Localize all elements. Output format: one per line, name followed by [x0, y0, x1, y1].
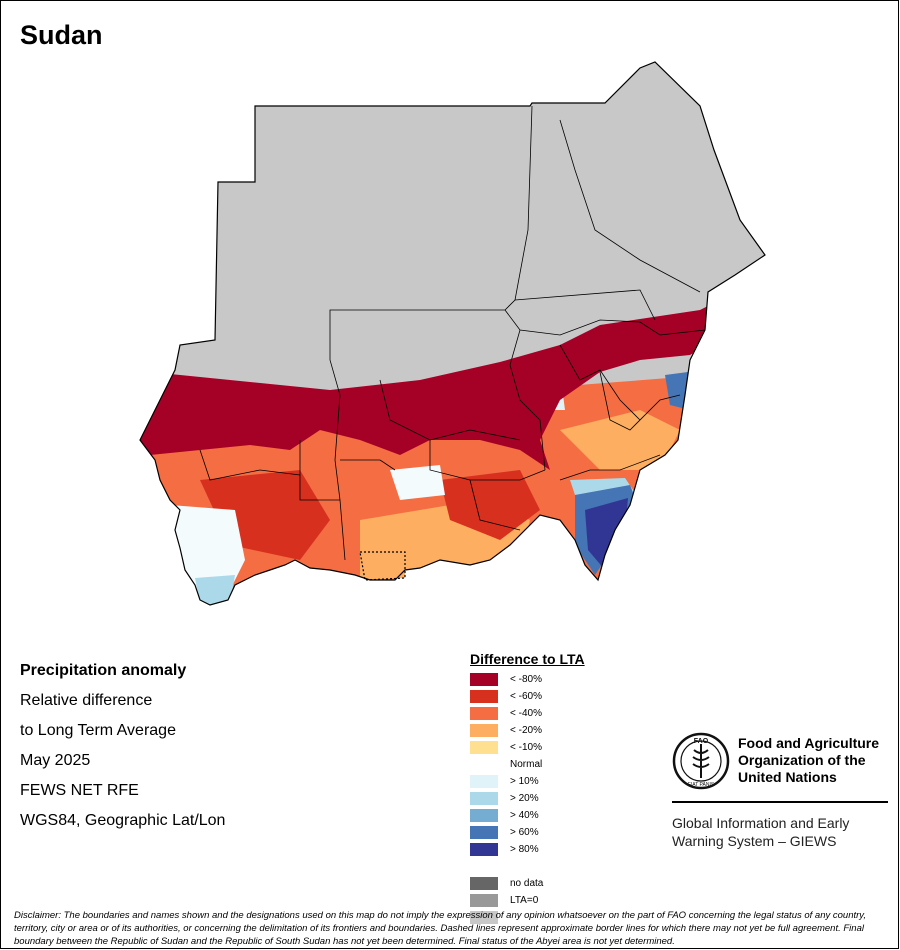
map-info-block: Precipitation anomaly Relative differenc… [20, 656, 225, 836]
anomaly-zone-extreme-deficit [140, 300, 720, 470]
legend-swatch [470, 894, 498, 907]
legend-label: LTA=0 [510, 895, 539, 906]
map-title: Sudan [20, 20, 103, 50]
legend-swatch [470, 775, 498, 788]
legend-label: no data [510, 878, 544, 889]
legend-swatch [470, 673, 498, 686]
legend-label: > 20% [510, 793, 539, 804]
legend: Difference to LTA < -80% < -60% < -40% < -2… [470, 651, 585, 926]
legend-rows: < -80% < -60% < -40% < -20% < -10% Normal > 10… [470, 671, 585, 926]
giews-line: Global Information and Early [672, 815, 850, 831]
legend-label: > 80% [510, 844, 539, 855]
legend-label: < -10% [510, 742, 542, 753]
anomaly-zone-dark-blue-east [585, 498, 628, 570]
svg-text:FIAT PANIS: FIAT PANIS [688, 782, 715, 788]
legend-label: Normal [510, 759, 543, 770]
map-info-line: to Long Term Average [20, 722, 176, 739]
legend-item: > 60% [470, 824, 585, 841]
fao-name-line: Organization of the [738, 752, 866, 768]
legend-swatch [470, 758, 498, 771]
legend-label: < -20% [510, 725, 542, 736]
fao-name-line: United Nations [738, 769, 837, 785]
disclaimer: Disclaimer: The boundaries and names sho… [14, 910, 866, 947]
anomaly-zone-light-blue-southwest [195, 575, 235, 605]
legend-swatch [470, 707, 498, 720]
map-info-line: May 2025 [20, 752, 91, 769]
legend-item [470, 858, 585, 875]
state-boundaries [199, 105, 706, 561]
legend-item: > 10% [470, 773, 585, 790]
giews-label: Global Information and Early Warning Sys… [672, 814, 892, 850]
legend-item: < -80% [470, 671, 585, 688]
legend-swatch [470, 826, 498, 839]
legend-item: < -20% [470, 722, 585, 739]
legend-swatch [470, 741, 498, 754]
legend-item: < -40% [470, 705, 585, 722]
fao-organization-name: Food and Agriculture Organization of the… [738, 735, 879, 786]
legend-item [470, 909, 585, 926]
legend-label: < -80% [510, 674, 542, 685]
legend-label: > 60% [510, 827, 539, 838]
sudan-anomaly-map [139, 61, 766, 606]
giews-line: Warning System – GIEWS [672, 833, 837, 849]
legend-swatch [470, 860, 498, 873]
legend-swatch [470, 843, 498, 856]
legend-item: Normal [470, 756, 585, 773]
legend-item: < -10% [470, 739, 585, 756]
legend-swatch [470, 877, 498, 890]
legend-item: > 20% [470, 790, 585, 807]
legend-label: < -40% [510, 708, 542, 719]
legend-item: no data [470, 875, 585, 892]
map-info-line: Relative difference [20, 692, 153, 709]
fao-logo-icon: FAO FIAT PANIS [672, 732, 730, 790]
legend-item: LTA=0 [470, 892, 585, 909]
svg-text:FAO: FAO [694, 738, 709, 745]
legend-item: < -60% [470, 688, 585, 705]
legend-swatch [470, 792, 498, 805]
legend-title: Difference to LTA [470, 651, 585, 667]
anomaly-zone-light-orange-2 [560, 410, 680, 470]
abyei-area-outline [359, 551, 406, 581]
anomaly-zone-deep-red-south [440, 470, 540, 540]
legend-swatch [470, 911, 498, 924]
legend-swatch [470, 690, 498, 703]
legend-swatch [470, 809, 498, 822]
map-area [139, 61, 766, 606]
fao-divider [672, 801, 888, 803]
legend-label: > 40% [510, 810, 539, 821]
fao-name-line: Food and Agriculture [738, 735, 880, 751]
map-info-line: WGS84, Geographic Lat/Lon [20, 812, 226, 829]
map-info-heading: Precipitation anomaly [20, 662, 187, 679]
legend-item: > 80% [470, 841, 585, 858]
legend-swatch [470, 724, 498, 737]
legend-item: > 40% [470, 807, 585, 824]
map-info-line: FEWS NET RFE [20, 782, 139, 799]
anomaly-zone-normal-central [390, 465, 445, 500]
legend-label: > 10% [510, 776, 539, 787]
legend-label: < -60% [510, 691, 542, 702]
